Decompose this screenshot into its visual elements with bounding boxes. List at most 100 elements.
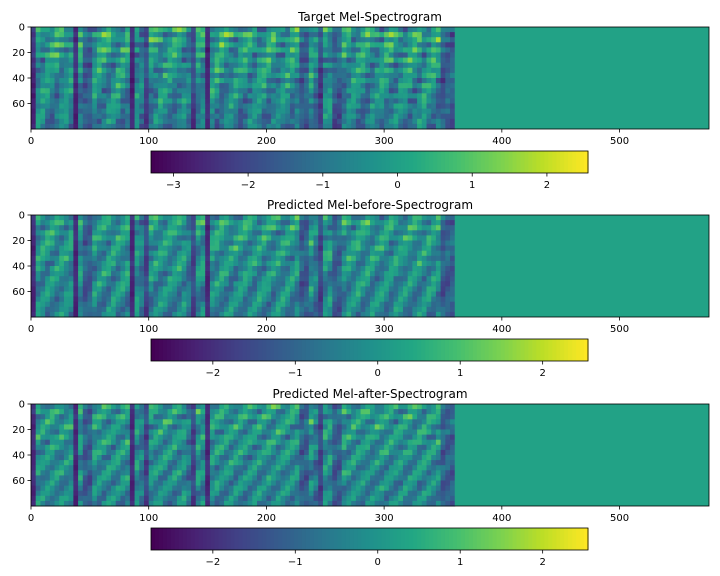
heatmap-cell (214, 434, 220, 441)
heatmap-cell (200, 286, 206, 292)
heatmap-cell (417, 83, 423, 89)
heatmap-cell (200, 67, 206, 74)
heatmap-cell (247, 286, 253, 292)
heatmap-cell (176, 429, 183, 436)
heatmap-cell (280, 88, 286, 94)
heatmap-cell (374, 220, 380, 226)
heatmap-cell (285, 113, 291, 120)
heatmap-cell (327, 230, 333, 236)
heatmap-cell (285, 276, 291, 282)
heatmap-cell (313, 225, 319, 231)
heatmap-cell (374, 281, 380, 287)
heatmap-cell (176, 220, 183, 226)
heatmap-cell (417, 113, 423, 120)
heatmap-cell (106, 113, 112, 120)
heatmap-cell (49, 225, 56, 231)
heatmap-cell (275, 255, 282, 262)
heatmap-cell (271, 475, 277, 481)
heatmap-cell (257, 62, 263, 69)
heatmap-cell (228, 108, 234, 115)
heatmap-cell (59, 57, 65, 64)
heatmap-cell (242, 414, 249, 420)
heatmap-cell (172, 266, 178, 272)
heatmap-cell (261, 480, 267, 487)
heatmap-cell (200, 93, 206, 99)
colorbar-segment (448, 339, 454, 361)
heatmap-cell (365, 281, 371, 287)
heatmap-cell (289, 67, 296, 74)
heatmap-cell (426, 98, 432, 104)
heatmap-cell (209, 500, 216, 507)
heatmap-cell (266, 225, 272, 231)
heatmap-cell (252, 424, 258, 430)
heatmap-cell (115, 88, 121, 94)
heatmap-cell (120, 123, 126, 130)
heatmap-cell (120, 271, 126, 277)
heatmap-cell (322, 47, 329, 53)
heatmap-cell (228, 250, 234, 257)
heatmap-cell (191, 470, 197, 476)
heatmap-cell (388, 220, 395, 226)
heatmap-cell (106, 62, 112, 69)
heatmap-cell (191, 32, 197, 38)
heatmap-cell (219, 434, 225, 441)
heatmap-cell (129, 414, 136, 420)
heatmap-cell (435, 306, 442, 313)
heatmap-cell (59, 235, 65, 241)
heatmap-cell (257, 434, 263, 441)
heatmap-cell (294, 57, 300, 64)
heatmap-cell (214, 291, 220, 298)
heatmap-cell (384, 57, 390, 64)
heatmap-cell (257, 424, 263, 430)
heatmap-cell (153, 465, 159, 471)
heatmap-cell (134, 500, 140, 507)
heatmap-cell (101, 444, 107, 451)
heatmap-cell (59, 495, 65, 502)
heatmap-cell (186, 220, 192, 226)
heatmap-cell (355, 113, 362, 120)
heatmap-cell (73, 113, 79, 120)
heatmap-cell (82, 475, 88, 481)
heatmap-cell (435, 260, 442, 267)
heatmap-cell (134, 480, 140, 487)
heatmap-cell (191, 444, 197, 451)
heatmap-cell (172, 57, 178, 64)
heatmap-cell (148, 93, 154, 99)
heatmap-cell (125, 291, 131, 298)
heatmap-cell (384, 301, 390, 308)
heatmap-cell (148, 490, 154, 497)
heatmap-cell (87, 88, 93, 94)
heatmap-cell (186, 311, 192, 318)
heatmap-cell (308, 250, 314, 257)
heatmap-cell (49, 266, 56, 272)
heatmap-cell (181, 47, 187, 53)
heatmap-cell (129, 444, 136, 451)
heatmap-cell (294, 271, 300, 277)
heatmap-cell (398, 113, 404, 120)
heatmap-cell (92, 465, 98, 471)
heatmap-cell (370, 52, 376, 59)
heatmap-cell (289, 98, 296, 104)
heatmap-cell (68, 281, 74, 287)
colorbar-segment (194, 339, 200, 361)
heatmap-cell (257, 83, 263, 89)
heatmap-cell (158, 255, 164, 262)
heatmap-cell (181, 490, 187, 497)
colorbar-segment (349, 339, 355, 361)
heatmap-cell (388, 62, 395, 69)
heatmap-cell (195, 409, 201, 415)
heatmap-cell (92, 500, 98, 507)
heatmap-cell (139, 439, 145, 446)
heatmap-cell (92, 444, 98, 451)
heatmap-cell (384, 220, 390, 226)
heatmap-cell (450, 276, 456, 282)
heatmap-cell (54, 255, 60, 262)
heatmap-cell (63, 291, 70, 298)
heatmap-cell (247, 470, 253, 476)
heatmap-cell (186, 271, 192, 277)
heatmap-cell (73, 235, 79, 241)
heatmap-cell (158, 118, 164, 125)
heatmap-cell (271, 485, 277, 492)
heatmap-cell (92, 439, 98, 446)
heatmap-cell (176, 108, 183, 115)
